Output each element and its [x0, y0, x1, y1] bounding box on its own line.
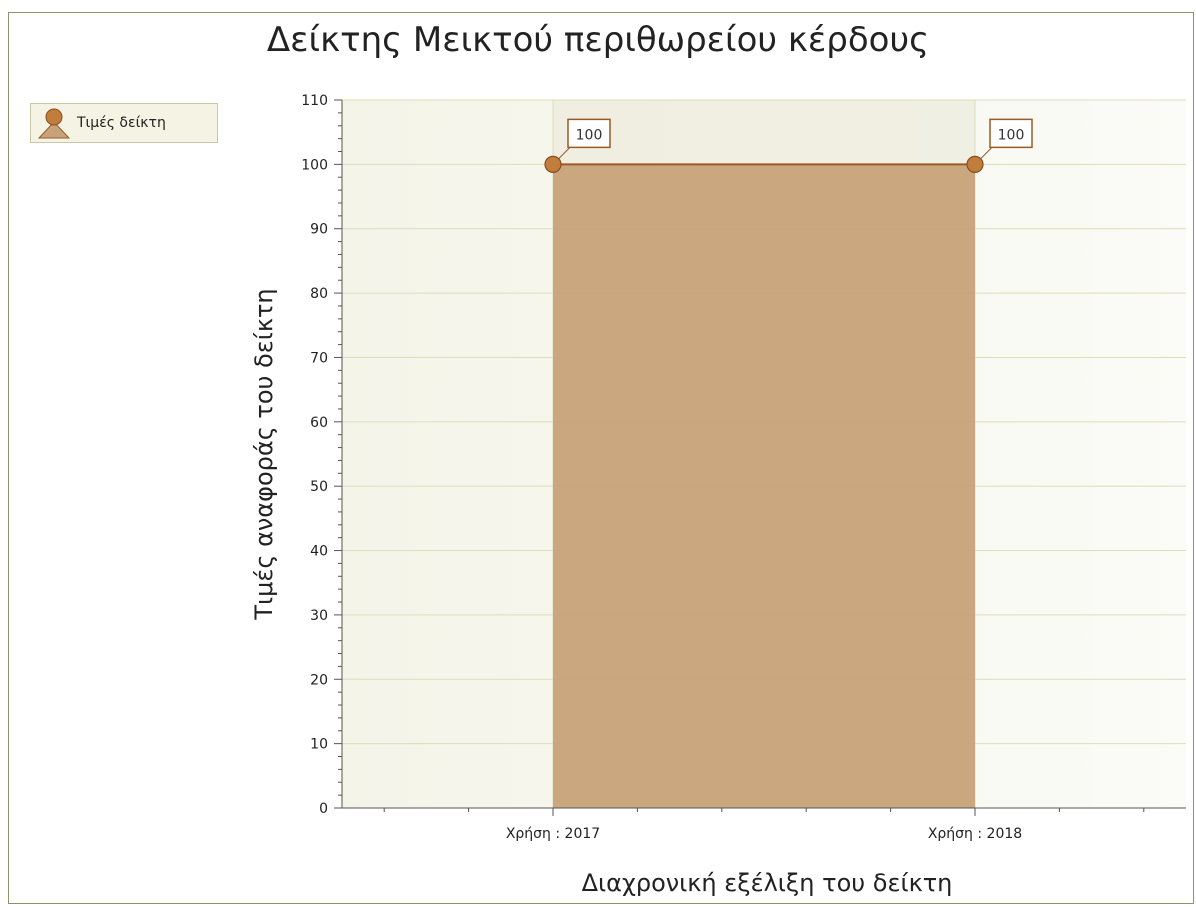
data-label-box: [989, 118, 1033, 149]
y-tick-label: 110: [301, 93, 328, 109]
y-tick-label: 20: [310, 672, 328, 688]
y-tick-label: 50: [310, 479, 328, 495]
legend: Τιμές δείκτη: [30, 103, 218, 143]
data-label-box: [567, 118, 611, 149]
y-tick-label: 30: [310, 608, 328, 624]
data-label: 100: [576, 127, 603, 143]
y-tick-label: 60: [310, 415, 328, 431]
y-tick-label: 80: [310, 286, 328, 302]
y-tick-label: 40: [310, 544, 328, 560]
y-axis-title: Τιμές αναφοράς του δείκτη: [250, 288, 278, 620]
data-label: 100: [998, 127, 1025, 143]
x-tick-label: Χρήση : 2018: [928, 826, 1022, 842]
x-axis-title: Διαχρονική εξέλιξη του δείκτη: [582, 869, 953, 897]
chart-title: Δείκτης Μεικτού περιθωρείου κέρδους: [266, 20, 930, 60]
x-tick-label: Χρήση : 2017: [506, 826, 600, 842]
legend-series-marker-icon: [37, 108, 71, 139]
series-area: [553, 164, 975, 808]
data-point-marker: [966, 155, 984, 173]
y-tick-label: 0: [319, 801, 328, 817]
y-tick-label: 100: [301, 157, 328, 173]
y-tick-label: 70: [310, 350, 328, 366]
data-point-marker: [544, 155, 562, 173]
y-tick-label: 90: [310, 222, 328, 238]
y-tick-label: 10: [310, 737, 328, 753]
legend-series-label: Τιμές δείκτη: [77, 115, 166, 131]
